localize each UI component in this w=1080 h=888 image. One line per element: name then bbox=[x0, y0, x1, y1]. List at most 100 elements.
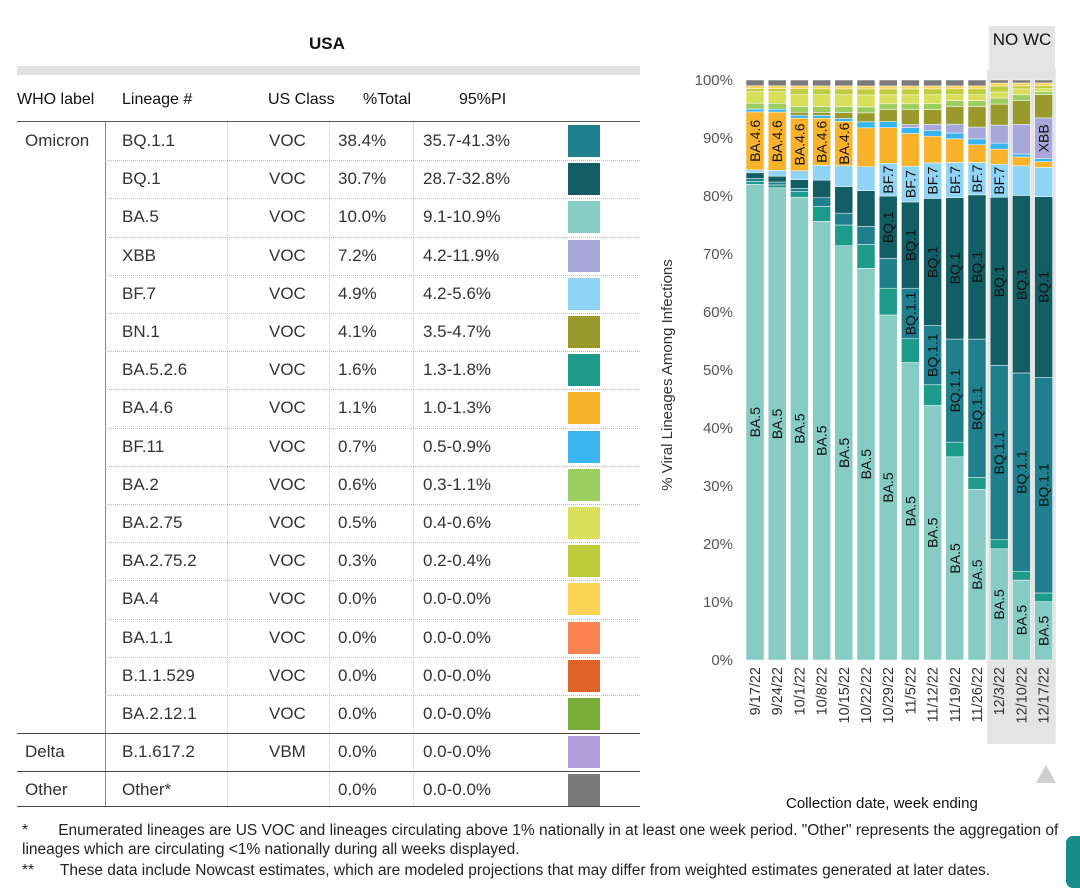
bar-label: BF.7 bbox=[902, 170, 918, 198]
x-tick-label: 10/8/22 bbox=[815, 667, 831, 715]
cell-pi: 3.5-4.7% bbox=[423, 322, 492, 341]
cell-lineage: BA.2.75.2 bbox=[122, 551, 197, 571]
cell-usclass: VOC bbox=[269, 589, 306, 609]
column-divider bbox=[329, 122, 330, 806]
bar-segment bbox=[790, 179, 809, 189]
bar-segment bbox=[856, 85, 876, 90]
bar-segment bbox=[945, 106, 965, 125]
feedback-tab[interactable] bbox=[1066, 836, 1080, 888]
row-separator bbox=[105, 351, 640, 353]
bar-label: BA.5 bbox=[791, 413, 807, 444]
cell-total: 30.7% bbox=[338, 169, 387, 189]
cell-total: 10.0% bbox=[338, 207, 387, 227]
bar-label: BQ.1 bbox=[1036, 271, 1052, 303]
bar-label: BQ.1 bbox=[969, 251, 985, 283]
bar-label: BA.5 bbox=[991, 589, 1007, 620]
table-row: BA.5 VOC 10.0% 9.1-10.9% bbox=[17, 198, 640, 236]
color-swatch bbox=[568, 621, 600, 654]
cell-lineage: B.1.617.2 bbox=[122, 742, 195, 762]
bar-segment bbox=[767, 170, 787, 177]
bar-segment bbox=[945, 441, 965, 458]
bar-segment bbox=[834, 94, 854, 107]
cell-total: 0.0% bbox=[338, 627, 377, 647]
bar-segment bbox=[967, 144, 987, 163]
bar-segment bbox=[901, 124, 920, 128]
y-tick-label: 10% bbox=[703, 594, 733, 611]
group-separator bbox=[17, 771, 640, 773]
footnote-mark: ** bbox=[22, 862, 35, 879]
scroll-up-icon[interactable] bbox=[1035, 764, 1057, 784]
x-tick-label: 10/15/22 bbox=[837, 667, 853, 723]
cell-pi: 0.4-0.6% bbox=[423, 513, 492, 532]
bar-segment bbox=[878, 287, 898, 316]
cell-who: Delta bbox=[25, 742, 65, 762]
bar-segment bbox=[767, 91, 787, 104]
bar-label: BQ.1 bbox=[902, 229, 918, 261]
bar-segment bbox=[745, 79, 765, 87]
row-separator bbox=[105, 504, 640, 505]
x-tick-label: 12/3/22 bbox=[992, 667, 1008, 715]
bar-segment bbox=[790, 79, 809, 87]
bar-segment bbox=[812, 79, 831, 87]
bar-segment bbox=[856, 106, 876, 114]
bar-segment bbox=[1012, 94, 1031, 101]
footnote-mark: * bbox=[22, 822, 29, 839]
col-header-who: WHO label bbox=[17, 91, 95, 108]
cell-pi: 35.7-41.3% bbox=[423, 131, 510, 150]
cell-usclass: VOC bbox=[269, 398, 306, 418]
bar-segment bbox=[745, 108, 765, 113]
bar-segment bbox=[856, 94, 876, 108]
row-separator bbox=[105, 389, 640, 391]
bar-segment bbox=[923, 88, 942, 96]
bar-segment bbox=[967, 106, 987, 128]
bar-segment bbox=[945, 123, 965, 134]
color-swatch bbox=[568, 201, 600, 234]
bar-segment bbox=[945, 88, 965, 95]
bar-segment bbox=[767, 103, 787, 110]
bar-segment bbox=[1034, 85, 1053, 89]
row-separator bbox=[105, 427, 640, 429]
bar-segment bbox=[1034, 592, 1053, 602]
bar-label: BQ.1.1 bbox=[902, 291, 918, 335]
cell-who: Omicron bbox=[25, 131, 90, 150]
bar-segment bbox=[989, 79, 1009, 84]
cell-total: 7.2% bbox=[338, 245, 377, 265]
x-tick-label: 12/17/22 bbox=[1037, 667, 1053, 723]
table-row: BQ.1 VOC 30.7% 28.7-32.8% bbox=[17, 160, 640, 198]
row-separator bbox=[105, 160, 640, 162]
nowcast-label: NO WC bbox=[992, 30, 1052, 49]
bar-segment bbox=[856, 166, 876, 191]
cell-pi: 0.0-0.0% bbox=[423, 589, 492, 609]
bar-label: BA.5 bbox=[969, 559, 985, 590]
table-row: BA.4 VOC 0.0% 0.0-0.0% bbox=[17, 580, 640, 618]
y-tick-label: 90% bbox=[703, 130, 733, 147]
bar-label: BA.5 bbox=[858, 449, 874, 480]
bar-segment bbox=[790, 188, 809, 192]
bar-segment bbox=[1012, 124, 1031, 155]
bar-segment bbox=[834, 112, 854, 119]
bar-segment bbox=[923, 124, 942, 131]
color-swatch bbox=[568, 430, 600, 463]
cell-usclass: VOC bbox=[269, 551, 306, 571]
cell-total: 0.0% bbox=[338, 780, 377, 800]
cell-lineage: BA.1.1 bbox=[122, 627, 174, 647]
bar-segment bbox=[1012, 153, 1031, 158]
bar-segment bbox=[856, 226, 876, 245]
bar-label: BQ.1 bbox=[880, 211, 896, 243]
column-divider bbox=[413, 122, 414, 806]
bar-label: BQ.1 bbox=[1013, 268, 1029, 300]
cell-total: 0.3% bbox=[338, 551, 377, 571]
bar-label: BQ.1.1 bbox=[1036, 463, 1052, 507]
bar-segment bbox=[790, 114, 809, 119]
bar-segment bbox=[856, 112, 876, 123]
bar-segment bbox=[790, 94, 809, 107]
cell-pi: 0.0-0.0% bbox=[423, 780, 492, 800]
bar-segment bbox=[790, 88, 809, 95]
color-swatch bbox=[568, 316, 600, 348]
bar-segment bbox=[790, 106, 809, 113]
cell-total: 1.6% bbox=[338, 360, 377, 380]
bar-label: BA.4.6 bbox=[814, 121, 830, 163]
bar-segment bbox=[967, 100, 987, 107]
bar-segment bbox=[812, 206, 831, 222]
color-swatch bbox=[568, 774, 600, 807]
